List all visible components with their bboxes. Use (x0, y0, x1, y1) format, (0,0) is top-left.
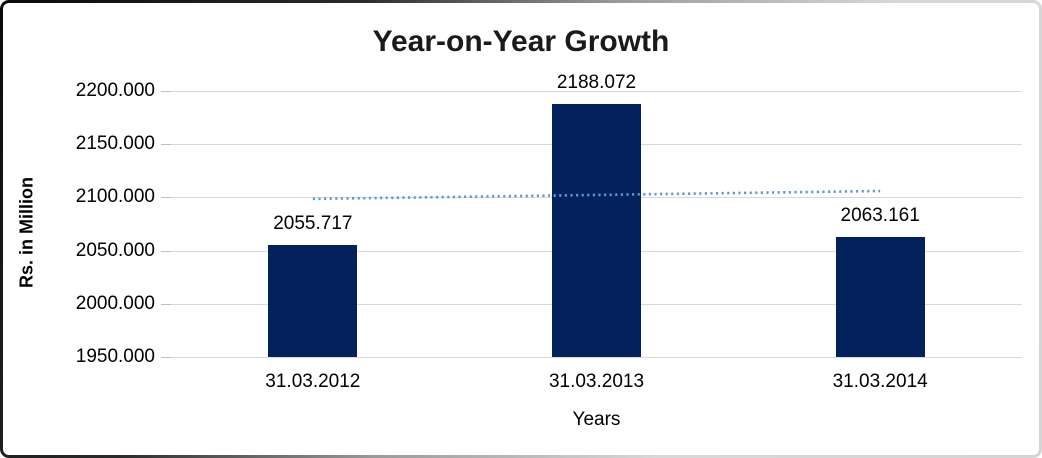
data-label: 2063.161 (840, 204, 920, 226)
chart-area: Year-on-Year Growth Rs. in Million 2200.… (3, 3, 1039, 455)
gridline (171, 357, 1022, 358)
y-axis-tick (161, 91, 171, 92)
y-tick-label: 2050.000 (75, 239, 155, 261)
bar-31-03-2014[interactable] (835, 236, 925, 357)
y-axis-tick (161, 144, 171, 146)
y-tick-label: 1950.000 (75, 346, 155, 367)
x-axis-title: Years (572, 409, 621, 430)
y-tick-label: 2100.000 (75, 186, 155, 208)
chart-title: Year-on-Year Growth (372, 25, 670, 58)
bar-group-2013: 2188.072 (455, 72, 739, 357)
bar-group-2014: 2063.161 (738, 91, 1022, 357)
y-tick-label: 2000.000 (75, 292, 155, 314)
gridline (171, 91, 1022, 92)
bar-31-03-2013[interactable] (551, 103, 641, 357)
y-axis-tick (161, 303, 171, 305)
y-axis-tick (161, 250, 171, 252)
x-tick-label: 31.03.2013 (548, 371, 645, 392)
data-label: 2055.717 (273, 212, 353, 234)
plot-area: 2055.717 2188.072 2063.161 (171, 72, 1022, 358)
x-tick-label: 31.03.2014 (832, 371, 928, 392)
y-axis-tick (161, 197, 171, 199)
x-tick-label: 31.03.2012 (265, 371, 361, 392)
bar-group-2012: 2055.717 (171, 91, 455, 357)
y-tick-label: 2150.000 (75, 133, 155, 155)
bar-31-03-2012[interactable] (268, 244, 358, 357)
y-tick-label: 2200.000 (75, 80, 155, 101)
y-axis-tick (161, 357, 171, 358)
data-label: 2188.072 (556, 71, 637, 93)
